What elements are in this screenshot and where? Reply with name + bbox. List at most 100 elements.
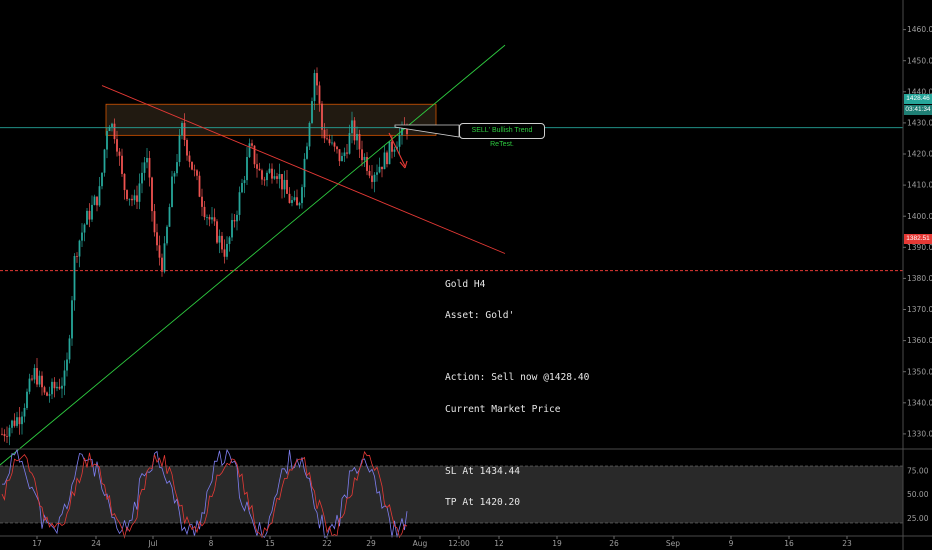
candle-body (331, 142, 333, 144)
candle-body (18, 417, 21, 425)
y-tick-label: 1350.00 (907, 367, 932, 376)
trend-lines (0, 44, 903, 466)
candle-body (13, 420, 16, 426)
note-line: TP At 1420.20 (445, 497, 521, 509)
candle-body (23, 407, 26, 417)
candle-body (28, 378, 31, 392)
candle-body (88, 210, 91, 220)
x-tick-label: 22 (322, 539, 332, 548)
candle-body (351, 120, 353, 134)
candle-body (111, 123, 113, 127)
candle-body (241, 183, 243, 193)
osc-tick-label: 50.00 (907, 490, 929, 499)
candle-body (248, 143, 251, 158)
candle-body (216, 221, 218, 243)
candle-body (273, 176, 276, 179)
countdown-badge: 03:41:34 (904, 105, 932, 115)
candle-body (218, 235, 221, 243)
note-line: Current Market Price (445, 403, 561, 415)
candle-body (296, 197, 298, 206)
candle-body (96, 196, 98, 206)
candle-body (286, 179, 288, 194)
candle-body (153, 211, 156, 233)
osc-tick-label: 75.00 (907, 466, 929, 475)
candle-body (138, 183, 141, 202)
candle-body (353, 120, 356, 141)
candle-body (38, 375, 41, 385)
candle-body (288, 193, 291, 203)
candle-body (316, 73, 318, 86)
candle-body (93, 196, 96, 205)
x-tick-label: 23 (842, 539, 852, 548)
candle-body (203, 206, 206, 218)
candle-body (33, 368, 36, 380)
candle-body (68, 338, 71, 360)
candle-body (31, 378, 33, 380)
candle-body (346, 152, 348, 154)
candle-body (11, 420, 13, 428)
candle-body (256, 164, 258, 169)
candle-body (206, 217, 208, 218)
candle-body (398, 134, 401, 147)
y-tick-label: 1330.00 (907, 430, 932, 439)
candle-body (141, 172, 143, 184)
candle-body (341, 156, 343, 162)
x-tick-label: 8 (209, 539, 214, 548)
candle-body (376, 172, 378, 175)
candle-body (266, 172, 268, 181)
candle-body (226, 243, 228, 257)
candle-body (196, 170, 198, 176)
candle-body (128, 198, 131, 200)
candle-body (86, 210, 88, 225)
candle-body (43, 387, 46, 393)
candle-body (258, 168, 261, 171)
candle-body (236, 214, 238, 222)
candle-body (188, 155, 191, 162)
candle-body (191, 161, 193, 170)
candle-body (41, 375, 43, 388)
note-line: Gold H4 (445, 278, 486, 290)
candle-body (238, 192, 241, 215)
candle-body (306, 146, 308, 159)
x-tick-label: 16 (784, 539, 794, 548)
candle-body (323, 129, 326, 139)
candle-body (171, 176, 173, 208)
x-tick-label: 24 (91, 539, 101, 548)
candle-body (146, 157, 148, 163)
x-tick-label: Sep (666, 539, 680, 548)
candle-body (136, 195, 138, 202)
candle-body (131, 198, 133, 201)
trade-note: Gold H4 Asset: Gold' Action: Sell now @1… (445, 259, 589, 519)
candle-body (118, 151, 121, 156)
candle-body (143, 162, 146, 173)
candle-body (183, 122, 186, 140)
candle-body (106, 131, 108, 150)
candle-body (123, 173, 126, 191)
candle-body (83, 224, 86, 233)
candle-body (301, 187, 303, 204)
x-tick-label: 12 (494, 539, 504, 548)
candle-body (298, 203, 301, 206)
candle-body (263, 179, 266, 181)
candle-body (208, 217, 211, 220)
candle-body (261, 170, 263, 180)
y-tick-label: 1420.00 (907, 150, 932, 159)
candle-body (81, 232, 83, 241)
candle-body (343, 152, 346, 157)
osc-band (0, 466, 903, 523)
candle-body (66, 359, 68, 371)
candle-body (71, 300, 73, 339)
note-line: Action: Sell now @1428.40 (445, 372, 590, 384)
y-tick-label: 1380.00 (907, 274, 932, 283)
resistance-zone (105, 103, 437, 136)
candle-body (3, 434, 6, 437)
candle-body (113, 123, 116, 140)
candle-body (363, 156, 366, 161)
candle-body (371, 175, 373, 182)
x-tick-label: 15 (265, 539, 275, 548)
y-tick-label: 1410.00 (907, 181, 932, 190)
y-tick-label: 1430.00 (907, 119, 932, 128)
candle-body (393, 149, 396, 152)
